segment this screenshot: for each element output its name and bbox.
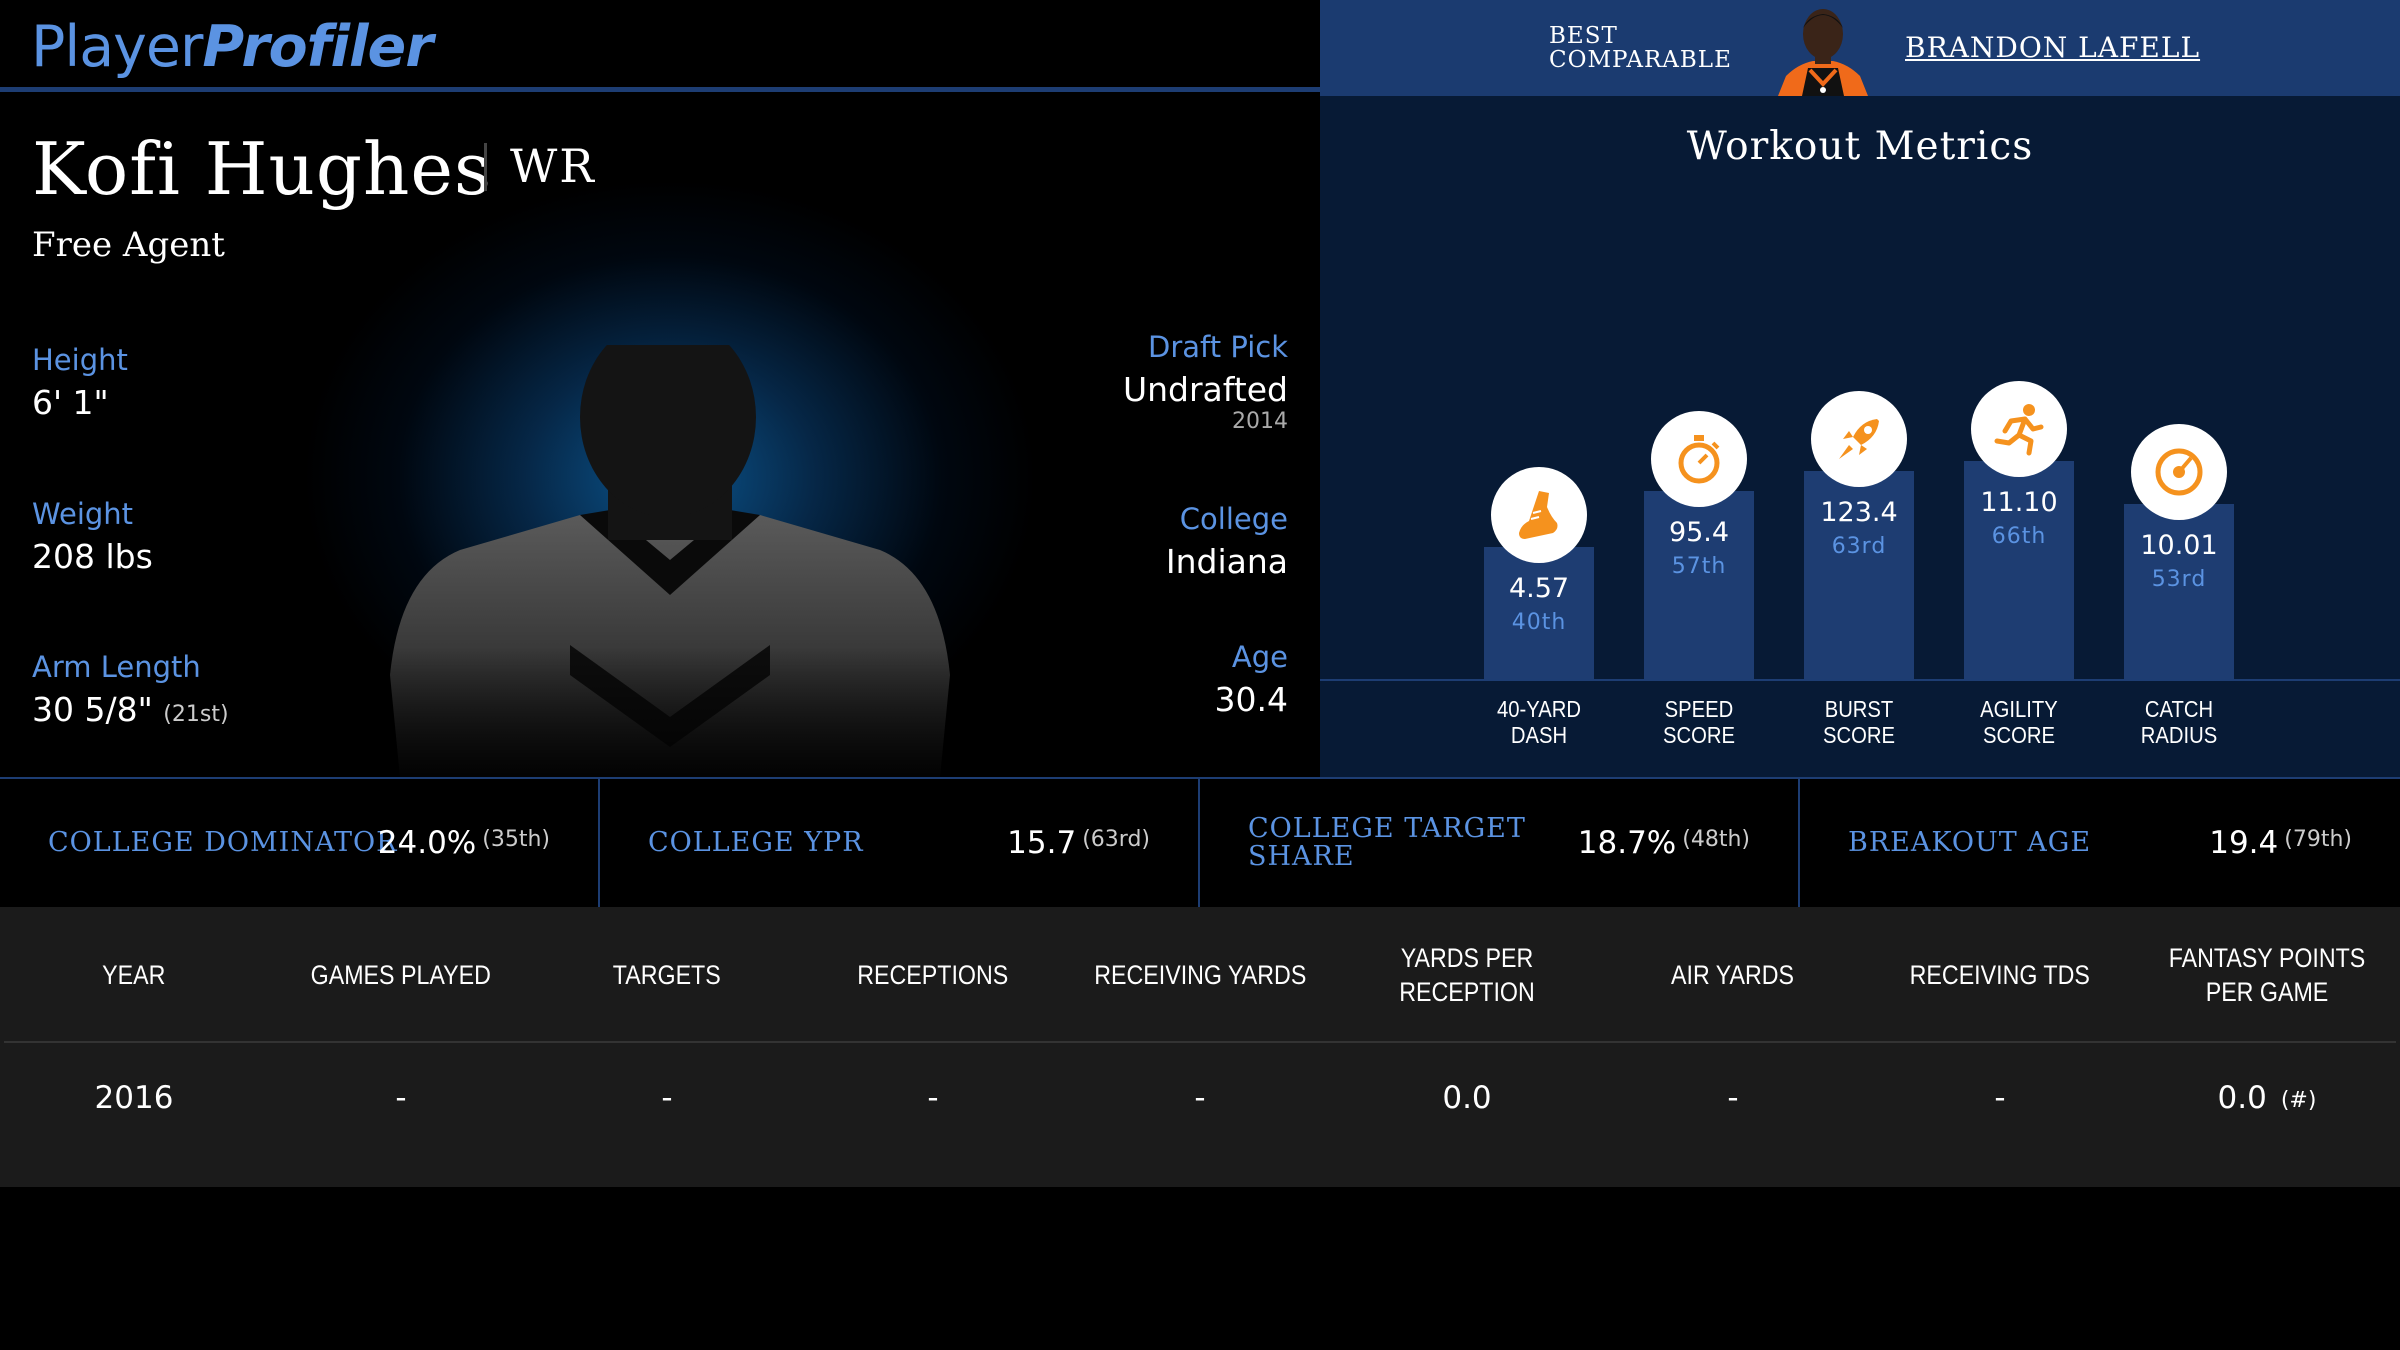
age-value: 30.4 <box>1214 680 1288 719</box>
draft-year: 2014 <box>1232 409 1288 434</box>
metric-label: 40-YARD DASH <box>1497 696 1581 748</box>
arm-length-label: Arm Length <box>32 650 201 684</box>
stopwatch-icon <box>1651 411 1747 507</box>
column-header-air-yards: AIR YARDS <box>1671 959 1795 990</box>
comparable-player-avatar <box>1768 6 1878 96</box>
table-cell: 0.0 (#) <box>2217 1080 2317 1116</box>
best-comparable-label: BEST COMPARABLE <box>1549 23 1732 73</box>
metric-percentile: 66th <box>1991 524 2047 549</box>
metric-value: 19.4 (79th) <box>2209 825 2352 861</box>
column-header-yards-per-reception: YARDS PER RECEPTION <box>1399 942 1535 1007</box>
metric-bar <box>1644 491 1754 679</box>
runner-icon <box>1971 381 2067 477</box>
column-header-targets: TARGETS <box>613 959 721 990</box>
weight-info: Weight 208 lbs <box>32 497 153 576</box>
metric-percentile: 53rd <box>2151 567 2207 592</box>
age-info: Age 30.4 <box>1215 640 1288 719</box>
player-team: Free Agent <box>32 225 225 265</box>
player-position: WR <box>510 139 596 193</box>
metric-catch-radius: 10.01 53rd CATCH RADIUS <box>2124 96 2234 748</box>
metric-label[interactable]: COLLEGE DOMINATOR <box>48 827 398 858</box>
metric-label[interactable]: BREAKOUT AGE <box>1848 827 2092 858</box>
metric-percentile: 40th <box>1511 610 1567 635</box>
metric-value: 10.01 <box>2140 530 2218 561</box>
target-icon <box>2131 424 2227 520</box>
metric-label: SPEED SCORE <box>1663 696 1735 748</box>
table-divider <box>4 1041 2396 1043</box>
column-header-year: YEAR <box>102 959 166 990</box>
column-header-receptions: RECEPTIONS <box>857 959 1009 990</box>
height-value: 6' 1" <box>32 383 109 422</box>
draft-pick-value: Undrafted <box>1122 370 1288 409</box>
rank-marker[interactable]: (#) <box>2280 1087 2317 1113</box>
college-dominator-metric: COLLEGE DOMINATOR 24.0% (35th) <box>0 779 600 907</box>
metric-value: 11.10 <box>1980 487 2058 518</box>
name-divider <box>484 143 487 191</box>
metric-label: CATCH RADIUS <box>2140 696 2218 748</box>
draft-pick-info: Draft Pick Undrafted 2014 <box>1123 330 1288 434</box>
column-header-receiving-tds: RECEIVING TDS <box>1909 959 2091 990</box>
table-cell: - <box>1994 1080 2006 1116</box>
college-ypr-metric: COLLEGE YPR 15.7 (63rd) <box>600 779 1200 907</box>
metric-agility-score: 11.10 66th AGILITY SCORE <box>1964 96 2074 748</box>
college-metrics-strip: COLLEGE DOMINATOR 24.0% (35th) COLLEGE YP… <box>0 777 2400 907</box>
arm-length-info: Arm Length 30 5/8" (21st) <box>32 650 229 729</box>
metric-bar <box>2124 504 2234 679</box>
metric-value: 24.0% (35th) <box>377 825 550 861</box>
metric-percentile: 57th <box>1671 554 1727 579</box>
metric-value: 18.7% (48th) <box>1577 825 1750 861</box>
shoe-icon <box>1491 467 1587 563</box>
breakout-age-metric: BREAKOUT AGE 19.4 (79th) <box>1800 779 2400 907</box>
metric-label[interactable]: COLLEGE YPR <box>648 827 864 858</box>
metric-label[interactable]: COLLEGE TARGET SHARE <box>1248 813 1526 872</box>
metric-label: BURST SCORE <box>1823 696 1895 748</box>
player-profiler-logo[interactable]: PlayerProfiler <box>31 14 433 80</box>
metric-speed-score: 95.4 57th SPEED SCORE <box>1644 96 1754 748</box>
height-label: Height <box>32 343 128 377</box>
table-cell: - <box>661 1080 673 1116</box>
table-cell: 0.0 <box>1442 1080 1492 1116</box>
metric-bar <box>1964 461 2074 679</box>
weight-label: Weight <box>32 497 134 531</box>
draft-pick-label: Draft Pick <box>1148 330 1288 364</box>
metric-label: AGILITY SCORE <box>1980 696 2058 748</box>
college-target-share-metric: COLLEGE TARGET SHARE 18.7% (48th) <box>1200 779 1800 907</box>
metric-40-yard-dash: 4.57 40th 40-YARD DASH <box>1484 96 1594 748</box>
college-info: College Indiana <box>1166 502 1288 581</box>
workout-baseline <box>1320 679 2400 681</box>
college-label: College <box>1179 502 1288 536</box>
stats-table: YEAR GAMES PLAYED TARGETS RECEPTIONS REC… <box>0 907 2400 1187</box>
table-cell: - <box>1194 1080 1206 1116</box>
table-cell: - <box>927 1080 939 1116</box>
player-name: Kofi Hughes <box>32 127 492 211</box>
weight-value: 208 lbs <box>32 537 153 576</box>
top-bar: PlayerProfiler <box>0 0 1320 92</box>
metric-percentile: 63rd <box>1831 534 1887 559</box>
workout-metrics-title: Workout Metrics <box>1686 124 2034 169</box>
table-cell: - <box>1727 1080 1739 1116</box>
column-header-games-played: GAMES PLAYED <box>310 959 492 990</box>
comparable-player-link[interactable]: BRANDON LAFELL <box>1905 31 2201 64</box>
arm-length-percentile: (21st) <box>163 702 229 727</box>
metric-burst-score: 123.4 63rd BURST SCORE <box>1804 96 1914 748</box>
metric-bar <box>1484 547 1594 679</box>
player-silhouette <box>370 317 970 777</box>
workout-metrics-panel: Workout Metrics 4.57 40th 40-YARD DASH 95… <box>1320 96 2400 777</box>
college-value: Indiana <box>1165 542 1288 581</box>
rocket-icon <box>1811 391 1907 487</box>
column-header-receiving-yards: RECEIVING YARDS <box>1093 959 1307 990</box>
player-panel: Kofi Hughes WR Free Agent Height 6' 1" W… <box>0 97 1320 777</box>
table-cell: 2016 <box>94 1080 174 1116</box>
metric-value: 15.7 (63rd) <box>1007 825 1150 861</box>
best-comparable-bar: BEST COMPARABLE BRANDON LAFELL <box>1320 0 2400 96</box>
age-label: Age <box>1231 640 1288 674</box>
column-header-fantasy-points-per-game: FANTASY POINTS PER GAME <box>2168 942 2366 1007</box>
metric-value: 123.4 <box>1820 497 1898 528</box>
table-cell: - <box>395 1080 407 1116</box>
height-info: Height 6' 1" <box>32 343 128 422</box>
metric-bar <box>1804 471 1914 679</box>
metric-value: 4.57 <box>1508 573 1570 604</box>
metric-value: 95.4 <box>1668 517 1730 548</box>
arm-length-value: 30 5/8" <box>32 690 153 729</box>
